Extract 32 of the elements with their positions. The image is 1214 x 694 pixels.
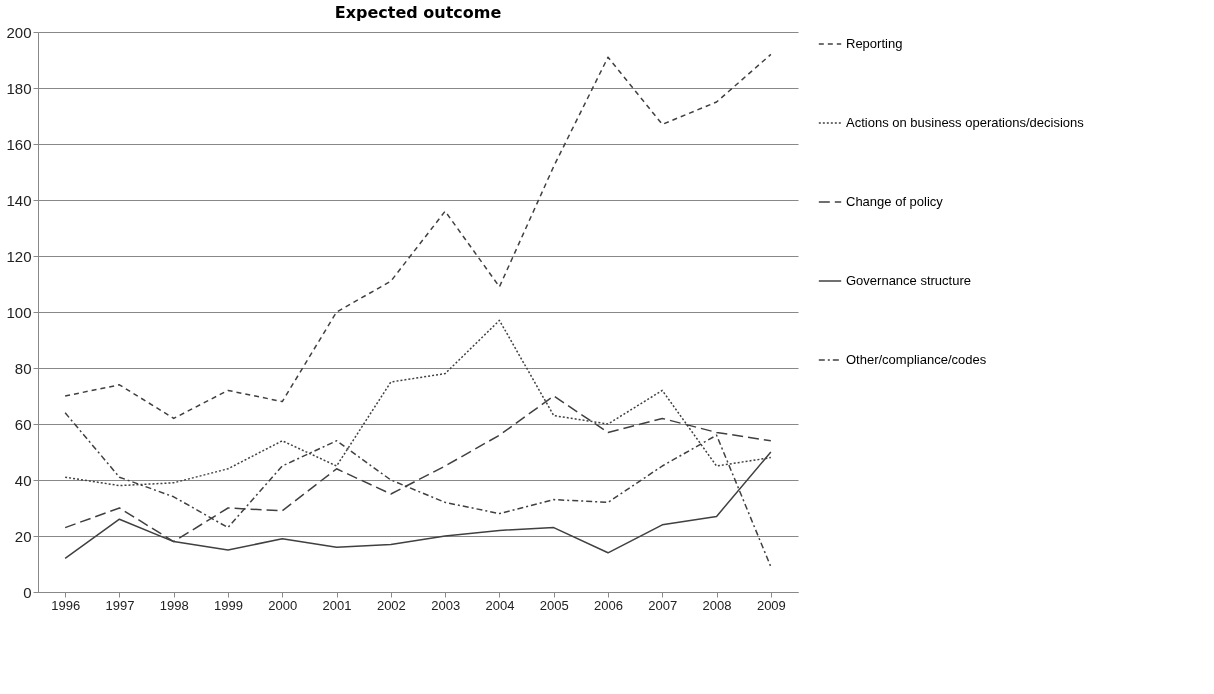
x-tick-label: 1998: [159, 597, 189, 613]
y-tick-label: 20: [14, 527, 32, 545]
x-tick-label: 2003: [431, 597, 461, 613]
x-tick-label: 2004: [485, 597, 515, 613]
x-tick-label: 2009: [756, 597, 786, 613]
y-tick-label: 60: [14, 415, 32, 433]
y-tick-label: 160: [6, 135, 32, 153]
x-tick-label: 1996: [51, 597, 81, 613]
y-tick-label: 120: [6, 247, 32, 265]
x-tick-label: 2007: [648, 597, 678, 613]
legend-label: Change of policy: [846, 194, 944, 209]
y-tick-label: 140: [6, 191, 32, 209]
x-tick-label: 1997: [105, 597, 135, 613]
x-tick-label: 2000: [268, 597, 298, 613]
x-tick-label: 2006: [594, 597, 623, 613]
x-tick-label: 2008: [702, 597, 732, 613]
x-tick-label: 2005: [539, 597, 569, 613]
x-tick-label: 2001: [322, 597, 352, 613]
legend-label: Governance structure: [846, 273, 972, 288]
y-tick-label: 180: [6, 79, 32, 97]
chart-title: Expected outcome: [334, 3, 502, 22]
x-tick-label: 1999: [214, 597, 243, 613]
legend-label: Other/compliance/codes: [846, 352, 987, 367]
y-tick-label: 40: [14, 471, 32, 489]
line-series: [64, 53, 772, 420]
legend-label: Reporting: [846, 36, 903, 51]
legend-label: Actions on business operations/decisions: [846, 115, 1085, 130]
y-tick-label: 80: [14, 359, 32, 377]
x-tick-label: 2002: [376, 597, 406, 613]
y-tick-label: 100: [6, 303, 32, 321]
y-tick-label: 200: [6, 23, 32, 41]
y-tick-label: 0: [23, 583, 32, 601]
